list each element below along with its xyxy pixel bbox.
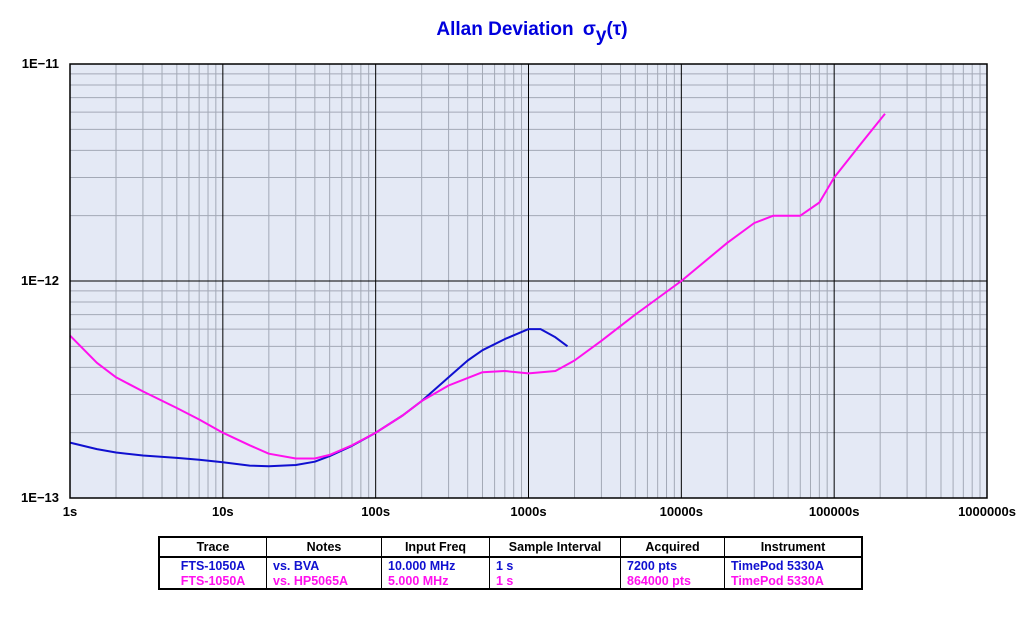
y-tick-label: 1E−13 (21, 490, 59, 505)
table-row: FTS-1050A vs. HP5065A 5.000 MHz 1 s 8640… (158, 573, 863, 589)
sample-interval-cell: 1 s (489, 573, 621, 589)
x-tick-label: 1s (63, 504, 77, 519)
y-axis-tick-labels: 1E−11 1E−12 1E−13 (21, 56, 59, 505)
plot-frame (69, 63, 988, 499)
col-header-notes: Notes (266, 536, 382, 558)
col-header-instrument: Instrument (724, 536, 863, 558)
x-tick-label: 1000s (510, 504, 546, 519)
notes-cell: vs. HP5065A (266, 573, 382, 589)
sample-interval-cell: 1 s (489, 557, 621, 573)
table-row: FTS-1050A vs. BVA 10.000 MHz 1 s 7200 pt… (158, 557, 863, 573)
series-line-magenta (69, 113, 886, 460)
col-header-acquired: Acquired (620, 536, 725, 558)
notes-cell: vs. BVA (266, 557, 382, 573)
acquired-cell: 7200 pts (620, 557, 725, 573)
series-layer (69, 113, 886, 468)
trace-cell: FTS-1050A (158, 573, 267, 589)
acquired-cell: 864000 pts (620, 573, 725, 589)
input-freq-cell: 10.000 MHz (381, 557, 490, 573)
y-tick-label: 1E−11 (22, 56, 59, 71)
instrument-cell: TimePod 5330A (724, 557, 863, 573)
x-tick-label: 10000s (660, 504, 703, 519)
trace-info-table: Trace Notes Input Freq Sample Interval A… (158, 536, 863, 590)
col-header-sample-interval: Sample Interval (489, 536, 621, 558)
x-axis-tick-labels: 1s 10s 100s 1000s 10000s 100000s 1000000s (63, 504, 1016, 519)
trace-cell: FTS-1050A (158, 557, 267, 573)
x-tick-label: 100000s (809, 504, 860, 519)
x-tick-label: 100s (361, 504, 390, 519)
input-freq-cell: 5.000 MHz (381, 573, 490, 589)
col-header-input-freq: Input Freq (381, 536, 490, 558)
table-header-row: Trace Notes Input Freq Sample Interval A… (158, 536, 863, 558)
col-header-trace: Trace (158, 536, 267, 558)
x-tick-label: 1000000s (958, 504, 1016, 519)
chart-title: Allan Deviation σy(τ) (436, 19, 627, 46)
x-tick-label: 10s (212, 504, 234, 519)
y-tick-label: 1E−12 (21, 273, 59, 288)
major-gridlines (70, 64, 987, 498)
instrument-cell: TimePod 5330A (724, 573, 863, 589)
